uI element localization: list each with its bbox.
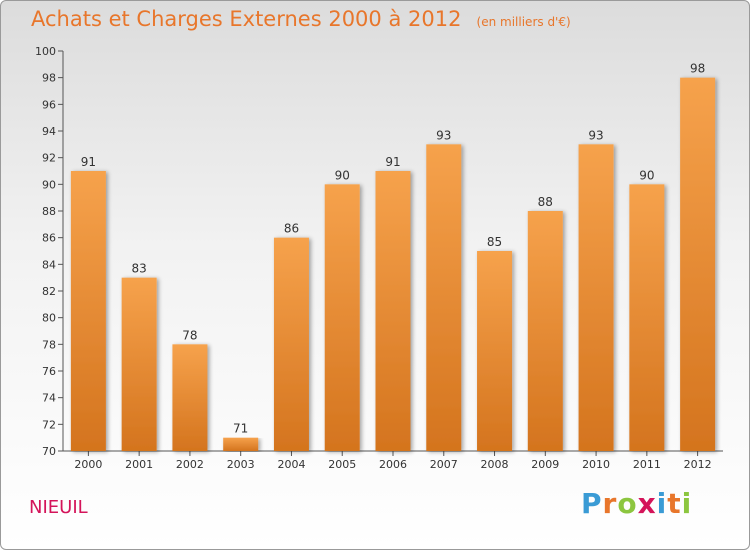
x-tick-label: 2006 — [379, 458, 407, 471]
y-tick-label: 74 — [42, 392, 56, 405]
bar-2012[interactable] — [680, 77, 716, 452]
y-tick-label: 86 — [42, 232, 56, 245]
y-tick-label: 70 — [42, 445, 56, 458]
y-tick-label: 76 — [42, 365, 56, 378]
logo-letter: x — [637, 487, 657, 520]
y-tick-label: 100 — [35, 45, 56, 58]
x-tick-label: 2007 — [430, 458, 458, 471]
y-tick-label: 78 — [42, 338, 56, 351]
data-label-2001: 83 — [132, 262, 147, 276]
x-tick-label: 2000 — [74, 458, 102, 471]
bar-2005[interactable] — [324, 184, 360, 452]
bar-2003[interactable] — [223, 437, 259, 451]
logo-letter: i — [656, 487, 668, 520]
data-label-2006: 91 — [385, 155, 400, 169]
data-label-2003: 71 — [233, 422, 248, 436]
data-label-2007: 93 — [436, 128, 451, 142]
x-tick-label: 2001 — [125, 458, 153, 471]
data-label-2000: 91 — [81, 155, 96, 169]
y-tick-label: 92 — [42, 152, 56, 165]
bar-2001[interactable] — [121, 277, 157, 451]
logo-letter: t — [667, 487, 682, 520]
x-axis: 2000 2001 2002 2003 2004 2005 2006 2007 2008 2009… — [63, 450, 723, 471]
bar-2006[interactable] — [375, 171, 411, 451]
data-label-2008: 85 — [487, 235, 502, 249]
x-tick-label: 2005 — [328, 458, 356, 471]
x-tick-label: 2003 — [227, 458, 255, 471]
y-tick-label: 94 — [42, 125, 56, 138]
y-tick-label: 84 — [42, 258, 56, 271]
logo-letter: r — [602, 487, 618, 520]
data-label-2005: 90 — [335, 168, 350, 182]
logo-letter: i — [681, 487, 693, 520]
bars — [70, 77, 716, 452]
bar-2002[interactable] — [172, 344, 208, 451]
chart-subtitle: (en milliers d'€) — [476, 15, 571, 29]
data-labels: 91 83 78 71 86 90 91 93 85 88 93 90 98 — [81, 62, 706, 436]
logo-letter: o — [617, 487, 638, 520]
data-label-2002: 78 — [182, 328, 197, 342]
proxiti-logo[interactable]: Proxiti — [581, 487, 692, 520]
y-tick-label: 90 — [42, 178, 56, 191]
y-tick-label: 80 — [42, 312, 56, 325]
bar-2004[interactable] — [273, 237, 309, 451]
chart-title: Achats et Charges Externes 2000 à 2012 — [31, 7, 462, 31]
data-label-2011: 90 — [639, 168, 654, 182]
x-tick-label: 2004 — [277, 458, 305, 471]
bar-2010[interactable] — [578, 144, 614, 452]
x-tick-label: 2008 — [481, 458, 509, 471]
y-tick-label: 72 — [42, 418, 56, 431]
data-label-2010: 93 — [588, 128, 603, 142]
bar-2008[interactable] — [477, 251, 513, 451]
y-axis: 70 72 74 76 78 80 82 84 86 88 90 92 94 96 98 100 — [35, 45, 64, 458]
y-tick-label: 88 — [42, 205, 56, 218]
x-tick-label: 2002 — [176, 458, 204, 471]
bar-2009[interactable] — [527, 211, 563, 451]
x-tick-label: 2010 — [582, 458, 610, 471]
location-label: NIEUIL — [29, 497, 88, 518]
title-row: Achats et Charges Externes 2000 à 2012 (… — [31, 7, 571, 31]
data-label-2012: 98 — [690, 62, 705, 76]
data-label-2009: 88 — [538, 195, 553, 209]
x-tick-label: 2011 — [633, 458, 661, 471]
y-tick-label: 82 — [42, 285, 56, 298]
y-tick-label: 96 — [42, 98, 56, 111]
x-tick-label: 2012 — [684, 458, 712, 471]
y-tick-label: 98 — [42, 72, 56, 85]
bar-2000[interactable] — [70, 171, 106, 451]
logo-letter: P — [581, 487, 603, 520]
x-tick-label: 2009 — [531, 458, 559, 471]
data-label-2004: 86 — [284, 222, 299, 236]
bar-2011[interactable] — [629, 184, 665, 452]
bar-2007[interactable] — [426, 144, 462, 452]
